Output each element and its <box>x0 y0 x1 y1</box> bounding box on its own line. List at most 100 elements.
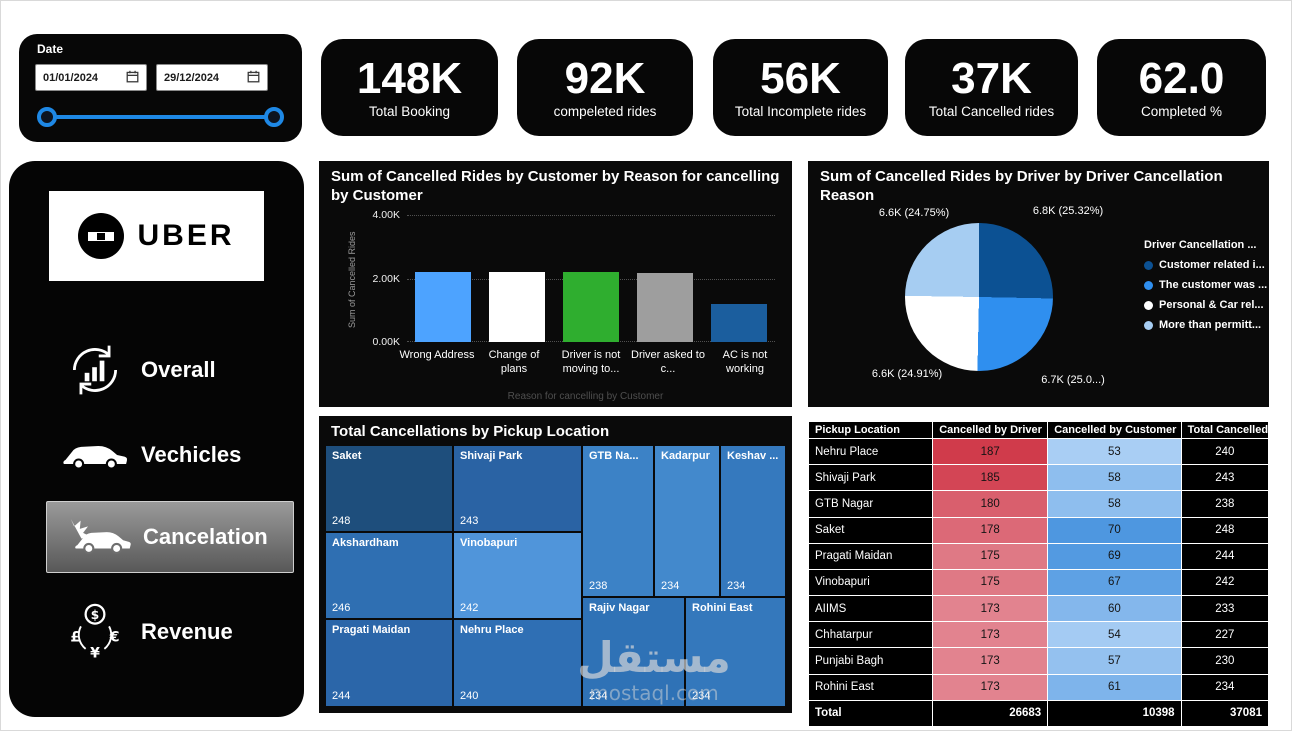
kpi-value: 62.0 <box>1138 53 1225 103</box>
kpi-label: Total Booking <box>368 103 451 119</box>
table-cell: 242 <box>1180 568 1270 597</box>
table-row[interactable]: Chhatarpur 173 54 227 <box>807 621 1270 649</box>
bar-4[interactable] <box>711 304 767 342</box>
sidebar-item-revenue[interactable]: $ £ ¥ € Revenue <box>9 589 304 675</box>
legend-item[interactable]: Customer related i... <box>1144 259 1267 271</box>
kpi-value: 92K <box>564 53 646 103</box>
gridline <box>407 215 775 216</box>
kpi-value: 37K <box>951 53 1032 103</box>
legend-item-label: The customer was ... <box>1159 279 1268 291</box>
table-row[interactable]: Rohini East 173 61 234 <box>807 673 1270 701</box>
table-row[interactable]: Punjabi Bagh 173 57 230 <box>807 647 1270 675</box>
legend-item-label: Personal & Car rel... <box>1159 299 1264 311</box>
y-tick-label: 2.00K <box>372 272 400 285</box>
pie-chart-panel: Sum of Cancelled Rides by Driver by Driv… <box>808 161 1269 407</box>
table-cell: 67 <box>1047 568 1182 597</box>
date-inputs: 01/01/2024 29/12/2024 <box>35 64 268 91</box>
sidebar-item-vehicles[interactable]: Vechicles <box>9 427 304 483</box>
legend-item[interactable]: More than permitt... <box>1144 319 1267 331</box>
kpi-card-total-booking[interactable]: 148K Total Booking <box>321 39 498 136</box>
column-header[interactable]: Cancelled by Driver <box>932 421 1049 439</box>
table-cell: 180 <box>932 490 1049 518</box>
bar-2[interactable] <box>563 272 619 342</box>
table-cell: 187 <box>932 437 1049 466</box>
start-date-input[interactable]: 01/01/2024 <box>35 64 147 91</box>
tile-value: 244 <box>332 690 351 702</box>
pie-legend: Driver Cancellation ... Customer related… <box>1144 239 1267 339</box>
pie-circle[interactable] <box>905 223 1053 371</box>
treemap-tile[interactable]: Pragati Maidan 244 <box>326 620 452 706</box>
bar-category-label: Driver asked to c... <box>631 349 705 375</box>
kpi-card-completed-pct[interactable]: 62.0 Completed % <box>1097 39 1266 136</box>
cancellation-table: Pickup Location Cancelled by Driver Canc… <box>807 421 1270 728</box>
slider-track[interactable] <box>46 115 275 119</box>
date-range-slider[interactable] <box>37 104 284 130</box>
treemap-tile[interactable]: Rajiv Nagar 234 <box>583 598 684 706</box>
table-total-cell: Total <box>807 699 934 728</box>
table-cell: 234 <box>1180 673 1270 701</box>
table-cell: 175 <box>932 568 1049 597</box>
bar-category-label: AC is not working <box>722 349 768 375</box>
bar-xaxis-labels: Wrong Address Change of plans Driver is no… <box>399 349 783 377</box>
calendar-icon[interactable] <box>247 70 260 86</box>
table-cell: 243 <box>1180 464 1270 492</box>
sidebar-item-cancelation[interactable]: Cancelation <box>46 501 294 573</box>
treemap-tile[interactable]: Saket 248 <box>326 446 452 531</box>
table-total-cell: 37081 <box>1180 699 1270 728</box>
column-header[interactable]: Pickup Location <box>807 421 934 439</box>
treemap-tile[interactable]: Keshav ... 234 <box>721 446 785 596</box>
treemap-tile[interactable]: GTB Na... 238 <box>583 446 653 596</box>
kpi-card-incomplete-rides[interactable]: 56K Total Incomplete rides <box>713 39 888 136</box>
kpi-label: compeleted rides <box>553 103 657 119</box>
tile-value: 234 <box>727 580 746 592</box>
slider-handle-start[interactable] <box>37 107 57 127</box>
treemap-tile[interactable]: Nehru Place 240 <box>454 620 581 706</box>
legend-item[interactable]: The customer was ... <box>1144 279 1267 291</box>
kpi-card-completed-rides[interactable]: 92K compeleted rides <box>517 39 693 136</box>
table-cell: 58 <box>1047 490 1182 518</box>
table-row[interactable]: Shivaji Park 185 58 243 <box>807 464 1270 492</box>
legend-item[interactable]: Personal & Car rel... <box>1144 299 1267 311</box>
table-row[interactable]: AIIMS 173 60 233 <box>807 595 1270 623</box>
bar-chart-y-axis-title: Sum of Cancelled Rides <box>347 231 357 329</box>
calendar-icon[interactable] <box>126 70 139 86</box>
table-cell: 70 <box>1047 516 1182 544</box>
overall-chart-cycle-icon <box>49 340 141 400</box>
y-tick-label: 0.00K <box>372 336 400 348</box>
tile-value: 243 <box>460 515 479 527</box>
table-row[interactable]: Pragati Maidan 175 69 244 <box>807 542 1270 570</box>
table-cell: 60 <box>1047 595 1182 623</box>
tile-value: 234 <box>589 690 608 702</box>
treemap-tile[interactable]: Kadarpur 234 <box>655 446 719 596</box>
treemap-tile[interactable]: Akshardham 246 <box>326 533 452 618</box>
bar-chart-x-axis-title: Reason for cancelling by Customer <box>507 391 664 402</box>
table-cell: 173 <box>932 673 1049 701</box>
table-row[interactable]: Nehru Place 187 53 240 <box>807 437 1270 466</box>
column-header[interactable]: Cancelled by Customer <box>1047 421 1182 439</box>
kpi-card-cancelled-rides[interactable]: 37K Total Cancelled rides <box>905 39 1078 136</box>
bar-chart-panel: Sum of Cancelled Rides by Customer by Re… <box>319 161 792 407</box>
bar-3[interactable] <box>637 272 693 342</box>
slider-handle-end[interactable] <box>264 107 284 127</box>
table-row[interactable]: Vinobapuri 175 67 242 <box>807 568 1270 597</box>
svg-text:$: $ <box>91 608 99 622</box>
kpi-label: Completed % <box>1140 103 1223 119</box>
tile-name: Rajiv Nagar <box>589 602 650 614</box>
treemap-tile[interactable]: Shivaji Park 243 <box>454 446 581 531</box>
sidebar-item-label: Revenue <box>141 619 233 644</box>
bar-0[interactable] <box>415 271 471 342</box>
end-date-input[interactable]: 29/12/2024 <box>156 64 268 91</box>
column-header[interactable]: Total Cancelled <box>1180 421 1270 439</box>
sidebar-item-overall[interactable]: Overall <box>9 329 304 411</box>
table-row[interactable]: GTB Nagar 180 58 238 <box>807 490 1270 518</box>
bar-1[interactable] <box>489 272 545 342</box>
table-cell: Pragati Maidan <box>807 542 934 570</box>
uber-logo-text: UBER <box>137 219 235 252</box>
sidebar-item-label: Overall <box>141 357 216 382</box>
treemap-tile[interactable]: Rohini East 234 <box>686 598 785 706</box>
pie-chart-title: Sum of Cancelled Rides by Driver by Driv… <box>820 168 1223 204</box>
treemap-title: Total Cancellations by Pickup Location <box>331 423 610 440</box>
treemap-tile[interactable]: Vinobapuri 242 <box>454 533 581 618</box>
table-row[interactable]: Saket 178 70 248 <box>807 516 1270 544</box>
tile-name: Akshardham <box>332 537 399 549</box>
